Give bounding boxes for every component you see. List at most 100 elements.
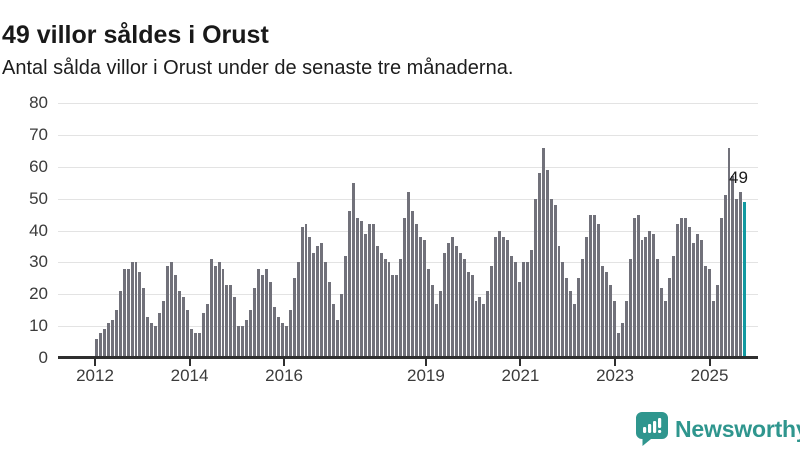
bar [118,291,122,358]
bar [486,291,490,358]
bar [300,227,304,358]
bar [197,332,201,358]
x-tick [614,358,616,366]
bar [296,262,300,358]
bar [217,262,221,358]
bar [249,310,253,358]
bar [288,310,292,358]
bar [142,287,146,358]
bar [660,287,664,358]
bar [680,217,684,358]
bar [268,281,272,358]
bar [371,224,375,358]
bar [158,313,162,358]
bar [209,259,213,358]
y-tick-label: 60 [29,156,48,176]
bar [604,271,608,358]
bar [114,310,118,358]
bar [438,291,442,358]
bar [498,230,502,358]
bar [620,322,624,358]
gridline [58,103,758,104]
bar [312,252,316,358]
newsworthy-speech-bubble-barchart-icon [636,412,668,446]
bar [514,262,517,358]
bar [565,278,569,358]
bar [98,332,102,358]
highlight-bar [743,201,747,358]
bar [723,195,727,358]
bar [375,246,379,358]
bar [272,307,276,358]
bar [502,236,506,358]
y-tick-label: 10 [29,316,48,336]
bar [577,278,581,358]
bar [336,319,340,358]
bar [454,246,458,358]
bar [593,214,597,358]
bar [237,326,241,358]
bar [257,268,261,358]
bar [284,326,288,358]
bar [474,300,478,358]
x-tick-label: 2025 [690,366,729,385]
bar [462,259,466,358]
bar [407,192,411,358]
bar [391,275,395,358]
bar [162,300,166,358]
bar [431,284,434,358]
bar [458,252,462,358]
bar [553,205,557,358]
bar [245,319,249,358]
bar [636,214,640,358]
bar [442,252,446,358]
bar [585,236,589,358]
bar [687,227,691,358]
bar [517,281,521,358]
bar [719,217,723,358]
bar [478,297,482,358]
bar [624,300,628,358]
y-tick-label: 50 [29,188,48,208]
bar [264,268,268,358]
bar [328,281,332,358]
bar [537,173,541,358]
bar [569,291,573,358]
bar [126,268,130,358]
bar [241,326,245,358]
bar [715,284,719,358]
bar [711,300,715,358]
x-tick-label: 2014 [170,366,209,385]
bar [102,329,106,358]
y-tick-label: 40 [29,220,48,240]
bar [399,259,403,358]
bar [676,224,680,358]
bar [344,256,347,358]
bar [557,246,561,358]
bar [185,310,189,358]
bar [166,265,170,358]
bar [739,192,743,358]
x-tick [94,358,96,366]
bar [632,217,636,358]
bar [332,303,336,358]
bar [616,332,620,358]
bar [403,217,407,358]
bar [395,275,399,358]
newsworthy-wordmark: Newsworthy [675,415,800,442]
bar [138,271,142,358]
gridline [58,166,758,168]
bar [545,169,549,358]
x-tick-label: 2021 [501,366,540,385]
bar [506,240,510,358]
bar [691,243,695,358]
bar [316,246,320,358]
x-tick-label: 2023 [596,366,634,385]
bar [656,259,660,358]
bar [225,284,229,358]
bar [695,233,699,358]
newsworthy-logo[interactable]: Newsworthy [636,412,800,446]
bar [446,243,450,358]
bar [292,278,296,358]
